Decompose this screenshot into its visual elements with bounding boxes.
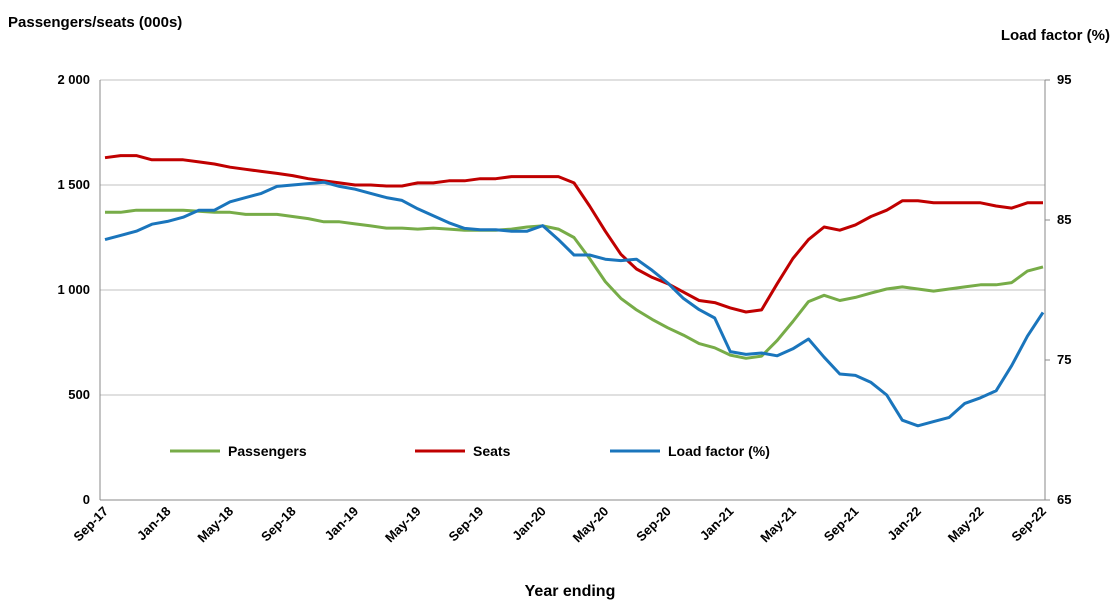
- y2-tick-label: 85: [1057, 212, 1071, 227]
- x-tick-label: May-21: [757, 504, 799, 546]
- legend-label: Passengers: [228, 443, 307, 459]
- x-tick-label: Jan-20: [509, 504, 549, 544]
- y-axis-label: Passengers/seats (000s): [8, 14, 182, 31]
- y2-tick-label: 75: [1057, 352, 1071, 367]
- y-tick-label: 500: [68, 387, 90, 402]
- legend-label: Load factor (%): [668, 443, 770, 459]
- x-tick-label: Jan-22: [884, 504, 924, 544]
- x-tick-label: Sep-20: [633, 504, 674, 545]
- x-tick-label: Jan-18: [134, 504, 174, 544]
- y2-tick-label: 95: [1057, 72, 1071, 87]
- x-tick-label: Sep-21: [821, 504, 862, 545]
- series-line: [105, 208, 1044, 360]
- x-tick-label: Sep-22: [1008, 504, 1049, 545]
- y-tick-label: 1 500: [57, 177, 90, 192]
- x-tick-label: May-19: [382, 504, 424, 546]
- y-tick-label: 0: [83, 492, 90, 507]
- x-axis-label: Year ending: [525, 583, 616, 600]
- y2-tick-label: 65: [1057, 492, 1071, 507]
- x-tick-label: May-22: [945, 504, 987, 546]
- x-tick-label: Sep-18: [258, 504, 299, 545]
- x-tick-label: May-18: [194, 504, 236, 546]
- y-tick-label: 2 000: [57, 72, 90, 87]
- legend-label: Seats: [473, 443, 511, 459]
- y-tick-label: 1 000: [57, 282, 90, 297]
- y2-axis-label: Load factor (%): [1001, 27, 1110, 44]
- x-tick-label: Sep-17: [70, 504, 111, 545]
- x-tick-label: Jan-21: [697, 504, 737, 544]
- x-tick-label: Sep-19: [446, 504, 487, 545]
- series-line: [104, 154, 1043, 314]
- series-line: [104, 180, 1045, 428]
- x-tick-label: Jan-19: [322, 504, 362, 544]
- x-tick-label: May-20: [570, 504, 612, 546]
